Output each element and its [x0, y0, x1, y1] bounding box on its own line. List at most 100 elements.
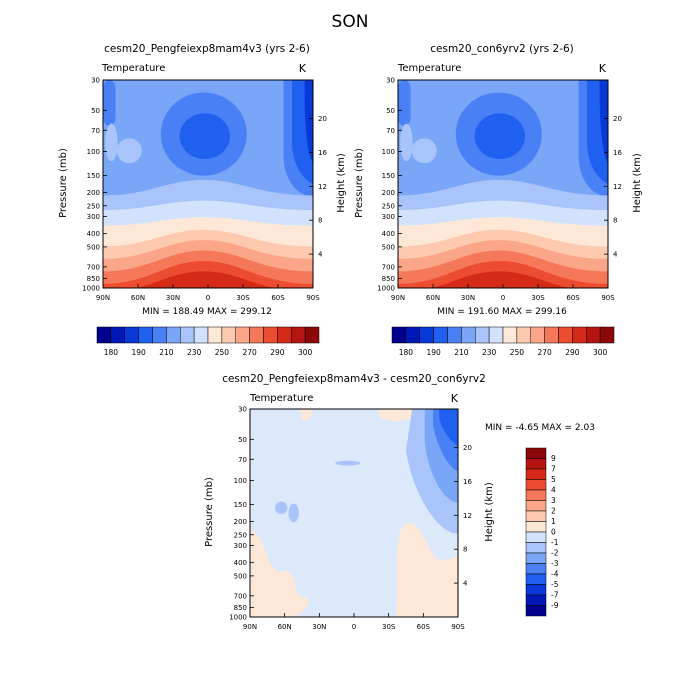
y-tick-label: 30: [386, 77, 395, 85]
colorbar-label: -9: [551, 601, 559, 610]
y-tick-label: 700: [234, 592, 247, 600]
colorbar-swatch: [525, 584, 547, 596]
panel-right-label: K: [299, 62, 307, 75]
x-tick-label: 60S: [271, 294, 285, 302]
y-tick-label: 150: [234, 501, 247, 509]
contour-band: [400, 123, 413, 162]
x-tick-label: 60N: [426, 294, 440, 302]
y2-axis-label: Height (km): [484, 482, 495, 542]
colorbar-swatch: [525, 594, 547, 606]
y2-tick-label: 16: [613, 149, 622, 157]
y-tick-label: 100: [382, 148, 395, 156]
colorbar-label: 1: [551, 517, 556, 526]
colorbar-label: 290: [565, 348, 580, 357]
y2-tick-label: 4: [613, 251, 618, 259]
colorbar-swatch: [525, 573, 547, 585]
y-tick-label: 700: [87, 263, 100, 271]
y-tick-label: 250: [382, 202, 395, 210]
colorbar-swatch: [572, 326, 587, 344]
colorbar-swatch: [516, 326, 531, 344]
y-tick-label: 200: [87, 189, 100, 197]
y-tick-label: 30: [91, 77, 100, 85]
x-tick-label: 30N: [312, 623, 326, 631]
y2-tick-label: 20: [613, 115, 622, 123]
colorbar-swatch: [544, 326, 559, 344]
colorbar-swatch: [96, 326, 112, 344]
colorbar-swatch: [447, 326, 462, 344]
contour-band: [179, 113, 231, 160]
x-tick-label: 0: [352, 623, 356, 631]
y2-tick-label: 12: [463, 512, 472, 520]
contour-field: [103, 80, 313, 288]
colorbar-swatch: [525, 605, 547, 617]
colorbar-swatch: [525, 531, 547, 543]
x-tick-label: 90N: [391, 294, 405, 302]
contour-field: [398, 80, 608, 288]
colorbar-swatch: [525, 510, 547, 522]
y-tick-label: 250: [234, 531, 247, 539]
y-axis-label: Pressure (mb): [204, 477, 215, 547]
colorbar-label: -5: [551, 580, 559, 589]
colorbar-swatch: [193, 326, 209, 344]
y-tick-label: 400: [382, 230, 395, 238]
colorbar-swatch: [488, 326, 504, 344]
y-tick-label: 50: [386, 107, 395, 115]
y-tick-label: 700: [382, 263, 395, 271]
contour-band: [474, 113, 526, 160]
y-tick-label: 200: [234, 518, 247, 526]
panel-right-label: K: [451, 392, 459, 405]
colorbar-swatch: [391, 326, 407, 344]
y-tick-label: 100: [87, 148, 100, 156]
figure-title: SON: [332, 12, 369, 32]
colorbar-label: 3: [551, 496, 556, 505]
contour-band: [274, 501, 288, 515]
panel-right-label: K: [599, 62, 607, 75]
y-tick-label: 1000: [229, 614, 247, 622]
colorbar-swatch: [249, 326, 264, 344]
colorbar-label: 180: [399, 348, 414, 357]
colorbar-swatch: [525, 542, 547, 554]
contour-band: [103, 80, 116, 126]
panel-title: cesm20_Pengfeiexp8mam4v3 - cesm20_con6yr…: [222, 373, 486, 385]
panel-title: cesm20_Pengfeiexp8mam4v3 (yrs 2-6): [104, 43, 310, 55]
x-tick-label: 60S: [566, 294, 580, 302]
colorbar-label: 180: [104, 348, 119, 357]
contour-band: [395, 522, 458, 617]
colorbar-swatch: [110, 326, 125, 344]
y-tick-label: 300: [234, 542, 247, 550]
colorbar-swatch: [525, 447, 547, 459]
x-tick-label: 30S: [531, 294, 545, 302]
colorbar-swatch: [433, 326, 448, 344]
y-tick-label: 1000: [82, 285, 100, 293]
y-tick-label: 250: [87, 202, 100, 210]
colorbar-swatch: [525, 468, 547, 480]
y2-tick-label: 16: [318, 149, 327, 157]
colorbar-label: 5: [551, 475, 556, 484]
colorbar-swatch: [207, 326, 223, 344]
x-tick-label: 90S: [306, 294, 320, 302]
colorbar-label: 2: [551, 507, 556, 516]
panel-left-label: Temperature: [101, 63, 165, 74]
panel-left-label: Temperature: [397, 63, 461, 74]
colorbar-label: 210: [454, 348, 469, 357]
contour-band: [431, 271, 570, 288]
colorbar-label: 0: [551, 528, 556, 537]
colorbar-label: -7: [551, 591, 559, 600]
contour-band: [439, 409, 458, 447]
x-tick-label: 90N: [243, 623, 257, 631]
y2-tick-label: 8: [463, 546, 467, 554]
y-tick-label: 500: [234, 572, 247, 580]
y-tick-label: 100: [234, 477, 247, 485]
colorbar-label: -3: [551, 559, 559, 568]
contour-band: [304, 80, 313, 164]
colorbar-label: 300: [298, 348, 313, 357]
colorbar-label: 270: [242, 348, 257, 357]
colorbar-swatch: [530, 326, 545, 344]
colorbar-label: -2: [551, 549, 559, 558]
x-tick-label: 60S: [417, 623, 431, 631]
colorbar-label: 250: [215, 348, 230, 357]
y-tick-label: 70: [91, 127, 100, 135]
y2-tick-label: 20: [463, 444, 472, 452]
contour-band: [398, 80, 411, 126]
